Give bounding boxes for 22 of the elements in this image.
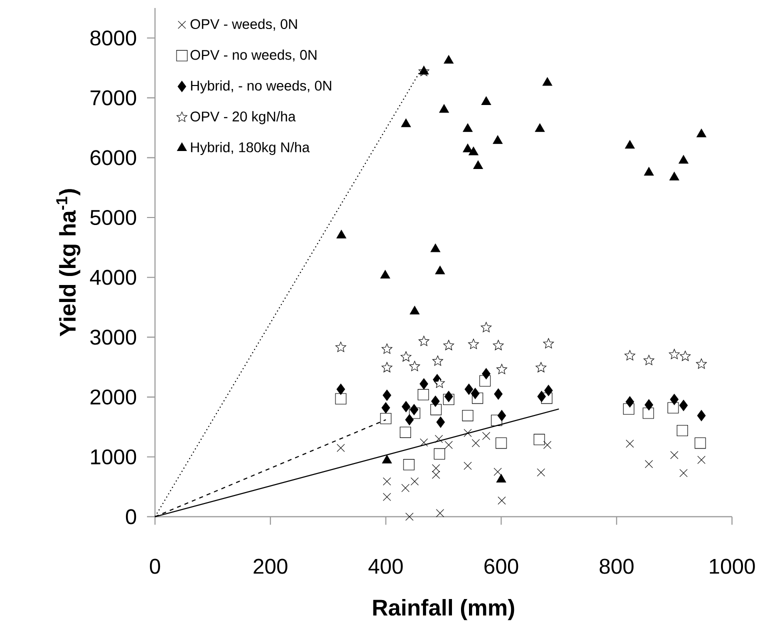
x-tick-label: 600 (484, 558, 518, 574)
y-tick-label: 4000 (90, 270, 136, 285)
y-tick-label: 6000 (90, 150, 136, 166)
y-tick-label: 1000 (91, 449, 136, 464)
y-tick-label: 8000 (90, 30, 136, 46)
x-tick-label: 400 (368, 558, 403, 574)
x-tick-label: 200 (254, 558, 288, 574)
y-tick-label: 2000 (90, 389, 136, 405)
x-tick-label: 0 (150, 558, 160, 574)
legend-label: OPV - weeds, 0N (190, 18, 297, 31)
x-tick-label: 800 (600, 558, 634, 574)
y-tick-label: 0 (126, 509, 136, 524)
legend-label: OPV - no weeds, 0N (190, 50, 316, 62)
x-axis-title: Rainfall (mm) (373, 599, 514, 620)
y-tick-label: 7000 (90, 90, 136, 106)
y-axis-title: Yield (kg ha$^{-1}$) (56, 189, 80, 336)
x-tick-label: 1000 (710, 558, 755, 574)
legend-label: Hybrid, - no weeds, 0N (191, 80, 332, 94)
y-tick-label: 3000 (90, 330, 136, 345)
legend-label: OPV - 20 kgN/ha (190, 111, 296, 124)
y-tick-label: 5000 (90, 210, 136, 226)
legend-label: Hybrid, 180kg N/ha (191, 142, 310, 156)
